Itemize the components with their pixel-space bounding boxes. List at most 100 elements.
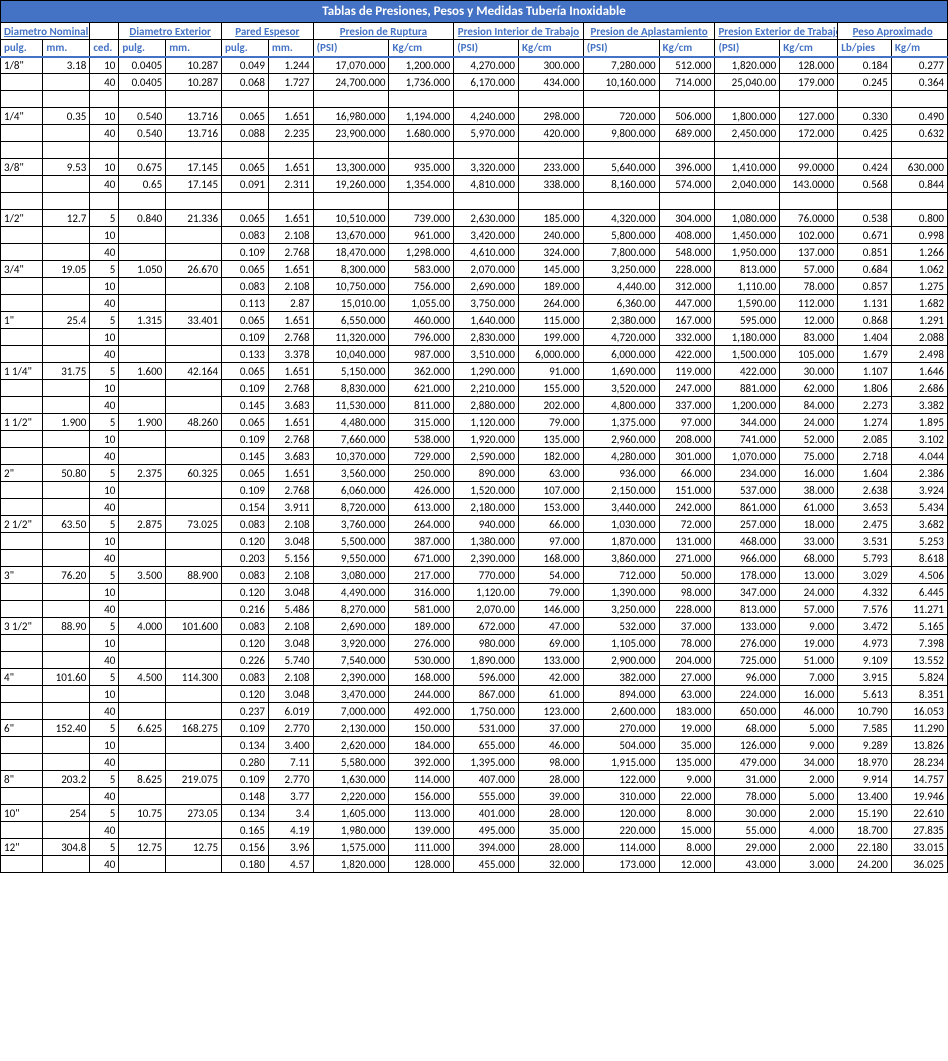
data-cell: 40 (90, 550, 119, 567)
table-row: 40 0.1654.191,980.000139.000495.00035.00… (1, 822, 948, 839)
data-cell: 12.000 (659, 856, 715, 873)
data-cell: 0.0405 (119, 57, 166, 74)
data-cell: 7,800.000 (583, 244, 659, 261)
data-cell: 219.075 (166, 771, 222, 788)
data-cell: 392.000 (389, 754, 454, 771)
data-cell: 2,690.000 (454, 278, 519, 295)
data-cell: 1.806 (838, 380, 892, 397)
data-cell: 4,800.000 (583, 397, 659, 414)
data-cell: 233.000 (518, 159, 583, 176)
data-cell: 890.000 (454, 465, 519, 482)
data-cell: 756.000 (389, 278, 454, 295)
data-cell (891, 91, 947, 108)
data-cell: 12.7 (43, 210, 90, 227)
data-cell: 17,070.000 (313, 57, 389, 74)
data-cell: 3 1/2" (1, 618, 43, 635)
data-cell: 0.540 (119, 108, 166, 125)
data-cell: 137.000 (780, 244, 838, 261)
data-cell: 595.000 (715, 312, 780, 329)
data-cell: 112.000 (780, 295, 838, 312)
data-cell: 0.184 (838, 57, 892, 74)
table-row: 10 0.1203.0483,470.000244.000867.00061.0… (1, 686, 948, 703)
data-cell (659, 91, 715, 108)
data-cell: 96.000 (715, 669, 780, 686)
data-cell (43, 91, 90, 108)
table-row: 40 0.2165.4868,270.000581.0002,070.00146… (1, 601, 948, 618)
data-cell: 1,690.000 (583, 363, 659, 380)
data-cell: 1.315 (119, 312, 166, 329)
table-row: 10 0.1092.7687,660.000538.0001,920.00013… (1, 431, 948, 448)
data-cell: 27.000 (659, 669, 715, 686)
data-cell: 1/4" (1, 108, 43, 125)
data-cell: 725.000 (715, 652, 780, 669)
data-cell: 113.000 (389, 805, 454, 822)
data-cell: 101.60 (43, 669, 90, 686)
data-cell: 655.000 (454, 737, 519, 754)
group-header-cell: Presion de Ruptura (313, 23, 454, 40)
data-cell (518, 91, 583, 108)
data-cell: 530.000 (389, 652, 454, 669)
data-cell: 182.000 (518, 448, 583, 465)
sub-header-cell: Lb/pies (838, 40, 892, 57)
data-cell (43, 227, 90, 244)
data-cell: 2,880.000 (454, 397, 519, 414)
data-cell: 7,540.000 (313, 652, 389, 669)
data-cell (389, 193, 454, 210)
data-cell: 63.50 (43, 516, 90, 533)
data-cell: 102.000 (780, 227, 838, 244)
sub-header-cell: Kg/cm (659, 40, 715, 57)
data-cell: 127.000 (780, 108, 838, 125)
data-cell: 1,920.000 (454, 431, 519, 448)
data-cell: 401.000 (454, 805, 519, 822)
data-cell (43, 822, 90, 839)
data-cell: 712.000 (583, 567, 659, 584)
data-cell: 13.552 (891, 652, 947, 669)
data-cell: 0.109 (222, 380, 269, 397)
data-cell: 4.57 (268, 856, 313, 873)
data-cell: 37.000 (659, 618, 715, 635)
data-cell: 5 (90, 805, 119, 822)
table-row: 1/8"3.18100.040510.2870.0491.24417,070.0… (1, 57, 948, 74)
data-cell: 0.998 (891, 227, 947, 244)
data-cell: 2,830.000 (454, 329, 519, 346)
data-cell: 276.000 (715, 635, 780, 652)
data-cell: 1,410.000 (715, 159, 780, 176)
data-cell (166, 652, 222, 669)
data-cell: 0.245 (838, 74, 892, 91)
data-cell: 8,300.000 (313, 261, 389, 278)
data-cell: 52.000 (780, 431, 838, 448)
data-cell: 1.727 (268, 74, 313, 91)
data-cell: 8.618 (891, 550, 947, 567)
data-cell (119, 278, 166, 295)
sub-header-row: pulg.mm.ced.pulg.mm.pulg.mm.(PSI)Kg/cm(P… (1, 40, 948, 57)
table-row: 1 1/4"31.7551.60042.1640.0651.6515,150.0… (1, 363, 948, 380)
sub-header-cell: Kg/m (891, 40, 947, 57)
data-cell (1, 346, 43, 363)
data-cell: 1,590.00 (715, 295, 780, 312)
data-cell: 0.568 (838, 176, 892, 193)
data-cell: 3,560.000 (313, 465, 389, 482)
data-cell: 168.000 (518, 550, 583, 567)
data-cell: 189.000 (389, 618, 454, 635)
data-cell (43, 550, 90, 567)
table-row: 3/4"19.0551.05026.6700.0651.6518,300.000… (1, 261, 948, 278)
data-cell: 8.000 (659, 805, 715, 822)
data-cell: 19.946 (891, 788, 947, 805)
data-cell (43, 397, 90, 414)
data-cell: 741.000 (715, 431, 780, 448)
data-cell: 4,810.000 (454, 176, 519, 193)
data-cell (43, 601, 90, 618)
data-cell: 25,040.00 (715, 74, 780, 91)
data-cell (166, 533, 222, 550)
data-cell: 98.000 (518, 754, 583, 771)
data-cell: 107.000 (518, 482, 583, 499)
data-cell: 61.000 (518, 686, 583, 703)
data-cell: 940.000 (454, 516, 519, 533)
data-cell (43, 686, 90, 703)
data-cell: 621.000 (389, 380, 454, 397)
data-cell: 2,900.000 (583, 652, 659, 669)
data-cell: 0.851 (838, 244, 892, 261)
data-cell: 126.000 (715, 737, 780, 754)
data-cell: 5.740 (268, 652, 313, 669)
data-cell: 0.156 (222, 839, 269, 856)
